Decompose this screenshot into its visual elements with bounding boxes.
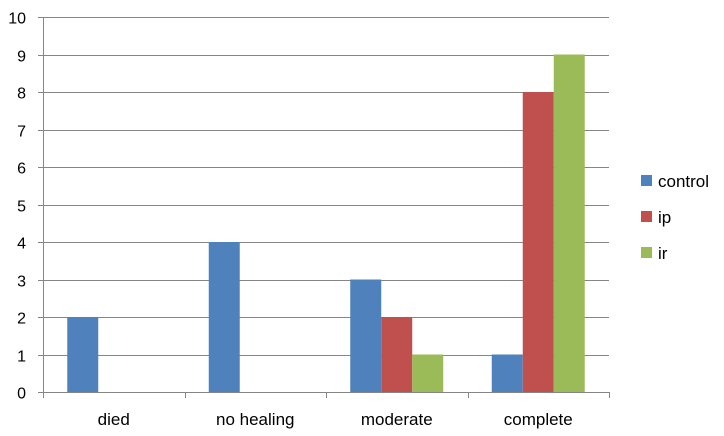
bar-control-died — [67, 317, 99, 392]
y-tick-labels: 0 1 2 3 4 5 6 7 8 9 10 — [8, 11, 26, 403]
legend-label-ip: ip — [658, 208, 671, 227]
y-tick-label: 3 — [17, 274, 26, 291]
bar-ir-complete — [553, 54, 585, 392]
bar-control-no-healing — [208, 242, 240, 392]
bar-ip-complete — [522, 92, 554, 392]
bar-control-complete — [491, 354, 523, 392]
axes — [38, 17, 610, 398]
y-tick-label: 9 — [17, 49, 26, 66]
legend-swatch-ip — [641, 211, 652, 222]
y-tick-label: 7 — [17, 124, 26, 141]
y-tick-label: 4 — [17, 236, 26, 253]
legend-swatch-ir — [641, 247, 652, 258]
y-tick-label: 0 — [17, 386, 26, 403]
x-tick-label: moderate — [361, 410, 433, 429]
legend-swatch-control — [641, 175, 652, 186]
x-tick-label: died — [98, 410, 130, 429]
bar-ip-moderate — [381, 317, 413, 392]
y-tick-label: 6 — [17, 161, 26, 178]
bar-control-moderate — [350, 279, 382, 392]
bars — [67, 54, 585, 392]
legend-label-control: control — [658, 172, 709, 191]
legend-label-ir: ir — [658, 244, 668, 263]
x-tick-label: complete — [504, 410, 573, 429]
x-tick-label: no healing — [216, 410, 294, 429]
y-tick-label: 1 — [17, 349, 26, 366]
gridlines — [43, 17, 609, 356]
y-tick-label: 8 — [17, 86, 26, 103]
y-tick-label: 10 — [8, 11, 26, 28]
bar-ir-moderate — [412, 354, 444, 392]
y-tick-label: 5 — [17, 199, 26, 216]
x-tick-labels: died no healing moderate complete — [98, 410, 573, 429]
legend: control ip ir — [641, 172, 709, 263]
y-tick-label: 2 — [17, 311, 26, 328]
